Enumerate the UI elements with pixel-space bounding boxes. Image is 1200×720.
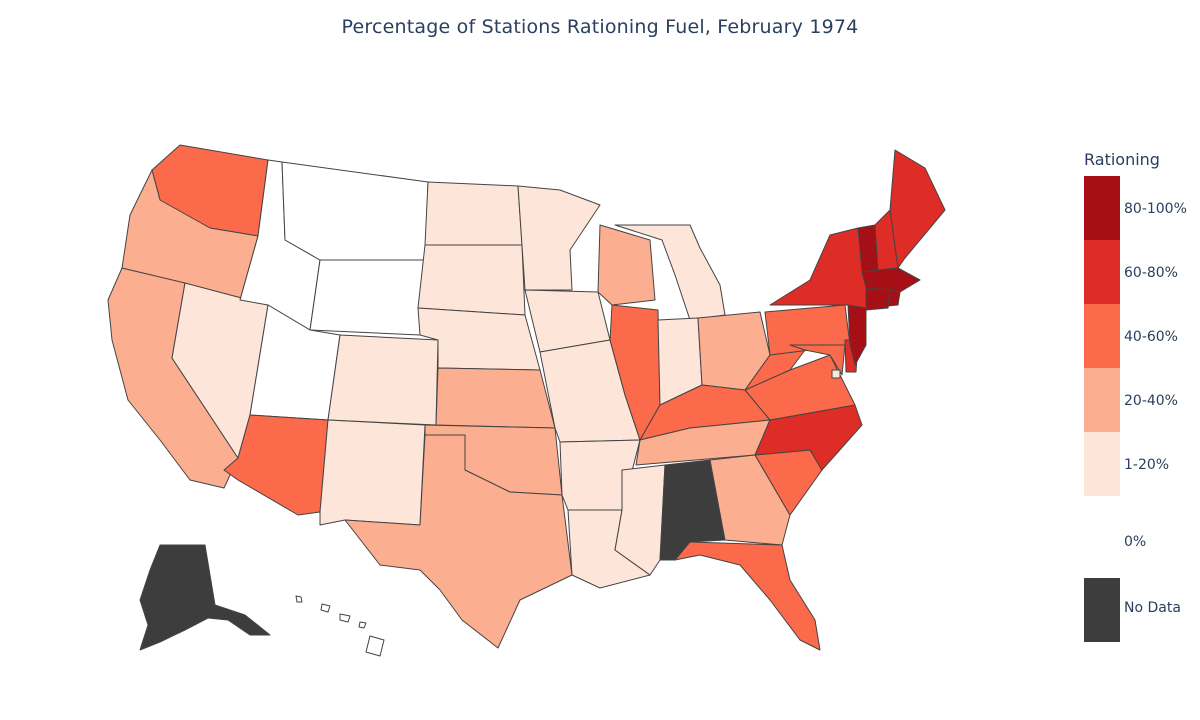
- legend-label: 0%: [1124, 534, 1147, 550]
- state-CO[interactable]: [327, 334, 439, 426]
- legend-label: 60-80%: [1124, 265, 1178, 281]
- legend-swatch: [1084, 368, 1120, 432]
- state-NM[interactable]: [319, 419, 426, 526]
- state-KS[interactable]: [435, 367, 556, 429]
- legend-label: 80-100%: [1124, 201, 1187, 217]
- state-WI[interactable]: [597, 224, 656, 306]
- legend-label: 1-20%: [1124, 457, 1170, 473]
- state-MA[interactable]: [861, 267, 921, 293]
- state-SD[interactable]: [417, 244, 526, 316]
- state-MT[interactable]: [281, 161, 429, 261]
- map-title: Percentage of Stations Rationing Fuel, F…: [341, 16, 859, 38]
- state-NY[interactable]: [769, 227, 869, 309]
- state-DC[interactable]: [831, 369, 841, 379]
- state-WY[interactable]: [309, 259, 426, 336]
- state-CT[interactable]: [865, 287, 891, 311]
- state-FL[interactable]: [674, 541, 821, 651]
- legend-swatch: [1084, 496, 1120, 560]
- legend-label: No Data: [1124, 600, 1181, 616]
- legend: Rationing 80-100% 60-80% 40-60% 20-40% 1…: [1084, 150, 1200, 642]
- legend-swatch: [1084, 176, 1120, 240]
- state-ND[interactable]: [424, 181, 523, 246]
- state-MD[interactable]: [789, 344, 846, 376]
- state-AK[interactable]: [139, 544, 271, 651]
- state-HI[interactable]: [295, 595, 385, 657]
- legend-swatch: [1084, 240, 1120, 304]
- state-RI[interactable]: [887, 289, 901, 307]
- legend-label: 20-40%: [1124, 393, 1178, 409]
- state-GA[interactable]: [709, 454, 791, 546]
- legend-swatch: [1084, 304, 1120, 368]
- state-ME[interactable]: [889, 149, 946, 269]
- legend-swatch: [1084, 432, 1120, 496]
- legend-label: 40-60%: [1124, 329, 1178, 345]
- state-TX[interactable]: [344, 434, 573, 649]
- legend-title: Rationing: [1084, 150, 1160, 169]
- state-MN[interactable]: [517, 185, 601, 291]
- legend-swatch: [1084, 578, 1120, 642]
